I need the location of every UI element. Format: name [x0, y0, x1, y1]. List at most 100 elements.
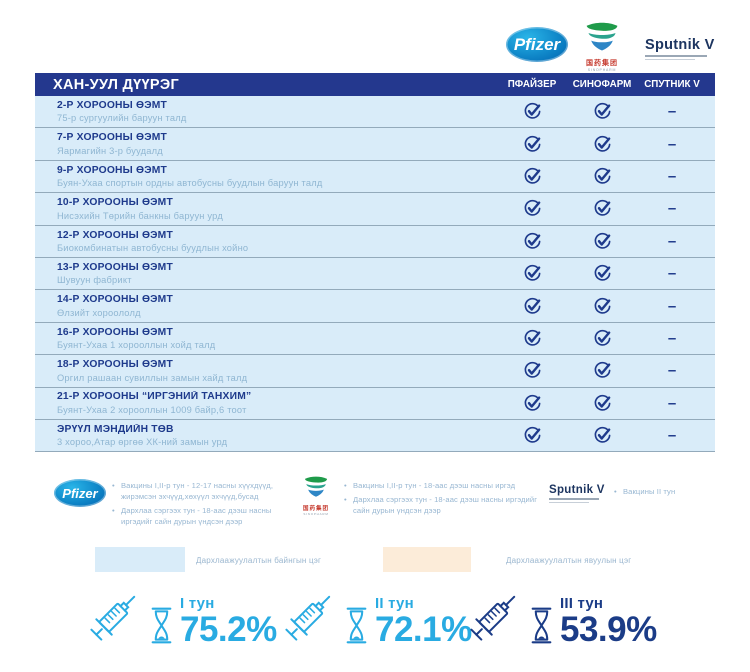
- stat-label: III тун: [560, 595, 604, 613]
- check-icon: [523, 329, 542, 348]
- sputnik-availability-cell: –: [637, 428, 707, 443]
- column-header-pfizer: ПФАЙЗЕР: [507, 79, 557, 90]
- sinopharm-legend-cn: 国药集团: [302, 506, 329, 512]
- row-location-cell: 21-Р ХОРООНЫ “ИРГЭНИЙ ТАНХИМ” Буянт-Ухаа…: [35, 391, 497, 415]
- table-row: 16-Р ХОРООНЫ ӨЭМТ Буянт-Ухаа 1 хорооллын…: [35, 322, 715, 356]
- pfizer-availability-cell: [497, 264, 567, 283]
- check-icon: [593, 329, 612, 348]
- sinopharm-logo: 国药集团 SINOPHARM: [581, 22, 623, 72]
- pfizer-availability-cell: [497, 135, 567, 154]
- sinopharm-availability-cell: [567, 135, 637, 154]
- stat-value: 53.9%: [560, 610, 657, 650]
- row-location-cell: 12-Р ХОРООНЫ ӨЭМТ Биокомбинатын автобусн…: [35, 230, 497, 254]
- check-icon: [523, 199, 542, 218]
- sputnik-legend-text: Sputnik V: [549, 484, 605, 496]
- row-name: ЭРҮҮЛ МЭНДИЙН ТӨВ: [57, 423, 174, 435]
- check-icon: [523, 394, 542, 413]
- hourglass-icon: [530, 605, 553, 646]
- row-address: 3 хороо,Атар өргөө ХК-ний замын урд: [57, 437, 228, 448]
- row-location-cell: 14-Р ХОРООНЫ ӨЭМТ Өлзийт хороололд: [35, 294, 497, 318]
- row-location-cell: 9-Р ХОРООНЫ ӨЭМТ Буян-Ухаа спортын ордны…: [35, 165, 497, 189]
- sinopharm-availability-cell: [567, 167, 637, 186]
- pfizer-legend-logo: Pfizer: [54, 479, 106, 507]
- check-icon: [593, 264, 612, 283]
- table-row: 14-Р ХОРООНЫ ӨЭМТ Өлзийт хороололд –: [35, 290, 715, 323]
- sputnik-availability-cell: –: [637, 104, 707, 119]
- sinopharm-availability-cell: [567, 297, 637, 316]
- dash-icon: –: [667, 200, 677, 218]
- row-address: Яармагийн 3-р буудалд: [57, 145, 163, 156]
- note-item: Дархлаа сэргээх тун - 18-аас дээш насны …: [344, 494, 542, 516]
- check-icon: [523, 102, 542, 121]
- row-address: Нисэхийн Төрийн банкны баруун урд: [57, 210, 223, 221]
- stat-value: 72.1%: [375, 610, 472, 650]
- permanent-point-label: Дархлаажуулалтын байнгын цэг: [196, 556, 322, 565]
- row-address: Шувуун фабрикт: [57, 275, 132, 286]
- sinopharm-availability-cell: [567, 199, 637, 218]
- mobile-point-label: Дархлаажуулалтын явуулын цэг: [506, 556, 632, 565]
- sputnik-availability-cell: –: [637, 137, 707, 152]
- check-icon: [593, 102, 612, 121]
- pfizer-availability-cell: [497, 394, 567, 413]
- sputnik-logo-text: Sputnik V: [645, 37, 715, 53]
- note-item: Вакцины I,II-р тун - 18-аас дээш насны и…: [344, 480, 542, 491]
- sinopharm-legend-en: SINOPHARM: [303, 512, 329, 516]
- row-name: 16-Р ХОРООНЫ ӨЭМТ: [57, 326, 173, 338]
- check-icon: [593, 361, 612, 380]
- pfizer-notes: Вакцины I,II-р тун - 12-17 насны хүүхдүү…: [112, 480, 298, 530]
- dash-icon: –: [667, 167, 677, 185]
- check-icon: [593, 167, 612, 186]
- sinopharm-availability-cell: [567, 329, 637, 348]
- check-icon: [523, 135, 542, 154]
- check-icon: [523, 264, 542, 283]
- row-address: Буян-Ухаа спортын ордны автобусны буудлы…: [57, 178, 323, 189]
- sinopharm-availability-cell: [567, 102, 637, 121]
- sinopharm-shield-icon: [303, 476, 329, 498]
- sinopharm-notes: Вакцины I,II-р тун - 18-аас дээш насны и…: [344, 480, 542, 519]
- sinopharm-availability-cell: [567, 264, 637, 283]
- sinopharm-availability-cell: [567, 394, 637, 413]
- pfizer-availability-cell: [497, 361, 567, 380]
- pfizer-availability-cell: [497, 167, 567, 186]
- district-table: ХАН-УУЛ ДҮҮРЭГ ПФАЙЗЕР СИНОФАРМ СПУТНИК …: [35, 73, 715, 453]
- syringe-icon: [279, 585, 341, 647]
- row-location-cell: 18-Р ХОРООНЫ ӨЭМТ Оргил рашаан сувиллын …: [35, 359, 497, 383]
- sinopharm-availability-cell: [567, 232, 637, 251]
- sinopharm-cn-text: 国药集团: [586, 60, 618, 67]
- check-icon: [593, 394, 612, 413]
- table-row: 12-Р ХОРООНЫ ӨЭМТ Биокомбинатын автобусн…: [35, 225, 715, 258]
- check-icon: [593, 426, 612, 445]
- note-item: Вакцины I,II-р тун - 12-17 насны хүүхдүү…: [112, 480, 298, 502]
- sputnik-tagline-lines: [549, 498, 619, 503]
- pfizer-logo-text: Pfizer: [513, 34, 561, 54]
- row-location-cell: ЭРҮҮЛ МЭНДИЙН ТӨВ 3 хороо,Атар өргөө ХК-…: [35, 424, 497, 448]
- table-row: 7-Р ХОРООНЫ ӨЭМТ Яармагийн 3-р буудалд –: [35, 128, 715, 161]
- check-icon: [523, 167, 542, 186]
- sputnik-availability-cell: –: [637, 266, 707, 281]
- check-icon: [523, 361, 542, 380]
- stat-label: I тун: [180, 595, 215, 613]
- dash-icon: –: [667, 135, 677, 153]
- row-address: Буянт-Ухаа 2 хорооллын 1009 байр,6 тоот: [57, 404, 247, 415]
- row-name: 10-Р ХОРООНЫ ӨЭМТ: [57, 197, 173, 209]
- check-icon: [523, 232, 542, 251]
- hourglass-icon: [150, 605, 173, 646]
- dash-icon: –: [667, 103, 677, 121]
- table-row: 2-Р ХОРООНЫ ӨЭМТ 75-р сургуулийн баруун …: [35, 96, 715, 129]
- stat-dose-3: III тун 53.9%: [464, 585, 657, 650]
- row-address: Өлзийт хороололд: [57, 307, 141, 318]
- pfizer-availability-cell: [497, 426, 567, 445]
- table-row: 10-Р ХОРООНЫ ӨЭМТ Нисэхийн Төрийн банкны…: [35, 193, 715, 226]
- pfizer-availability-cell: [497, 297, 567, 316]
- table-header: ХАН-УУЛ ДҮҮРЭГ ПФАЙЗЕР СИНОФАРМ СПУТНИК …: [35, 73, 715, 96]
- row-name: 18-Р ХОРООНЫ ӨЭМТ: [57, 359, 173, 371]
- hourglass-icon: [345, 605, 368, 646]
- dash-icon: –: [667, 427, 677, 445]
- sputnik-availability-cell: –: [637, 201, 707, 216]
- table-body: 2-Р ХОРООНЫ ӨЭМТ 75-р сургуулийн баруун …: [35, 96, 715, 453]
- row-name: 2-Р ХОРООНЫ ӨЭМТ: [57, 99, 168, 111]
- check-icon: [523, 426, 542, 445]
- pfizer-availability-cell: [497, 232, 567, 251]
- check-icon: [593, 297, 612, 316]
